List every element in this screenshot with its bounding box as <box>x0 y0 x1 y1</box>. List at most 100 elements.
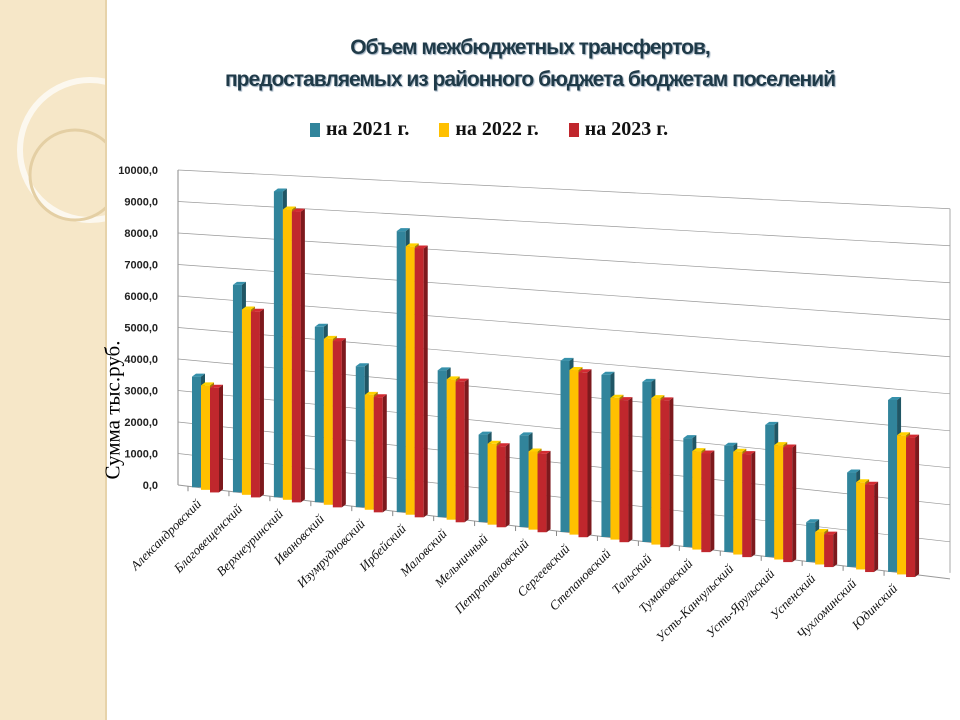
bar <box>241 309 251 495</box>
bar-side <box>874 481 879 573</box>
bar <box>560 360 570 533</box>
bar-top <box>241 306 255 310</box>
y-tick-label: 4000,0 <box>124 354 158 366</box>
bar <box>314 326 324 503</box>
bar <box>282 209 292 500</box>
bar-side <box>423 245 428 518</box>
y-tick-label: 9000,0 <box>124 197 158 209</box>
bar-side <box>546 450 551 533</box>
bar <box>519 435 529 528</box>
y-tick-label: 10000,0 <box>118 165 158 177</box>
bar-side <box>628 397 633 543</box>
bar-side <box>792 444 797 563</box>
bar <box>487 443 497 525</box>
bar <box>619 400 629 543</box>
bar <box>815 532 825 565</box>
bar <box>446 379 456 520</box>
x-tick-label: Тальский <box>609 551 655 597</box>
bar-top <box>314 323 328 327</box>
y-tick-label: 1000,0 <box>124 449 158 461</box>
x-tick-label: Усть-Канчульский <box>653 561 737 645</box>
bar-side <box>382 394 387 513</box>
bar-top <box>201 382 214 386</box>
bar <box>405 246 415 515</box>
bar <box>906 437 916 578</box>
bar-top <box>332 338 346 342</box>
bar-side <box>341 338 346 508</box>
gridline <box>177 295 951 358</box>
bar <box>774 445 784 560</box>
bar-side <box>219 384 223 493</box>
bar <box>765 424 775 557</box>
gridline <box>177 232 951 284</box>
bar-top <box>519 432 533 436</box>
bar <box>396 231 406 513</box>
chart-title-line1: Объем межбюджетных трансфертов, <box>350 36 710 59</box>
bar <box>250 311 260 498</box>
bar <box>496 446 506 528</box>
bar-top <box>897 432 911 436</box>
bar-top <box>865 481 879 485</box>
bar <box>692 451 702 550</box>
bar-top <box>569 367 583 371</box>
bar-top <box>806 519 820 523</box>
bar-top <box>528 448 542 452</box>
bar-side <box>300 208 305 503</box>
bar-side <box>710 450 715 553</box>
bar <box>660 400 670 548</box>
bar <box>824 534 834 568</box>
bar-top <box>273 188 287 192</box>
bar-top <box>323 335 337 339</box>
y-tick-label: 2000,0 <box>124 417 158 429</box>
y-tick-label: 6000,0 <box>124 291 158 303</box>
bar-top <box>765 421 779 425</box>
bar-side <box>833 531 838 568</box>
bar <box>291 211 301 503</box>
bar-top <box>210 384 223 388</box>
bar-side <box>464 378 469 523</box>
gridline <box>177 201 951 247</box>
bar-top <box>651 395 665 399</box>
bar <box>742 454 752 558</box>
bar <box>478 434 488 523</box>
bar-side <box>587 369 592 538</box>
bar-top <box>396 228 410 232</box>
bar <box>569 370 579 535</box>
decorative-circles <box>17 77 105 223</box>
bar <box>232 284 242 493</box>
bar-top <box>601 371 615 375</box>
y-tick-label: 5000,0 <box>124 323 158 335</box>
y-tick-label: 8000,0 <box>124 228 158 240</box>
bar-side <box>669 397 674 548</box>
bar-top <box>373 394 387 398</box>
legend-item: на 2022 г. <box>439 118 539 141</box>
bar <box>601 374 611 538</box>
y-tick-label: 0,0 <box>143 480 158 492</box>
bar-top <box>692 448 706 452</box>
bar-top <box>578 369 592 373</box>
bar <box>783 447 793 563</box>
bar-top <box>478 431 492 435</box>
y-tick-label: 7000,0 <box>124 260 158 272</box>
legend-label: на 2023 г. <box>584 118 669 140</box>
bar <box>355 366 365 508</box>
legend-swatch <box>439 122 450 137</box>
bar-top <box>355 363 369 367</box>
bar <box>364 394 374 510</box>
bar <box>332 341 342 508</box>
bar <box>192 376 201 488</box>
legend: на 2021 г. на 2022 г. на 2023 г. <box>310 118 668 141</box>
legend-item: на 2023 г. <box>568 118 669 141</box>
bar <box>888 399 898 572</box>
bar <box>373 397 383 513</box>
bar-top <box>282 206 296 210</box>
bar-top <box>610 394 624 398</box>
bar-top <box>446 376 460 380</box>
bar <box>642 381 652 542</box>
bar-top <box>250 308 264 312</box>
bar <box>701 453 711 553</box>
bar-top <box>906 434 920 438</box>
legend-swatch <box>310 122 320 137</box>
bar <box>528 451 538 530</box>
